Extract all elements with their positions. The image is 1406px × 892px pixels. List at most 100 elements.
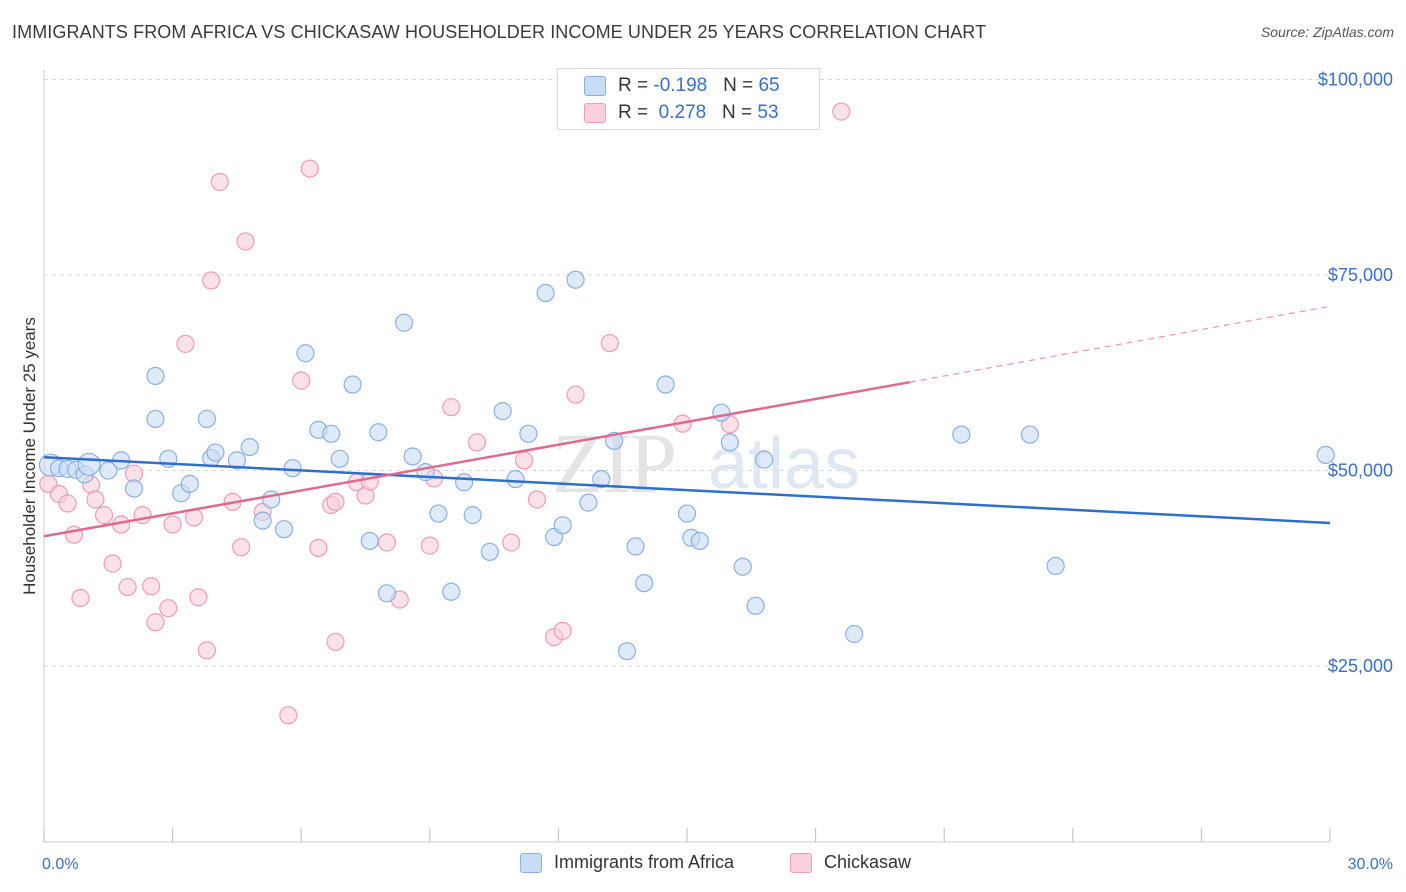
data-point-africa [227, 451, 246, 470]
data-point-africa [720, 433, 739, 452]
data-point-chickasaw [146, 613, 165, 632]
data-point-chickasaw [133, 506, 152, 525]
legend-r-value-africa: -0.198 [653, 75, 708, 96]
data-point-africa [519, 424, 538, 443]
data-point-chickasaw [58, 494, 77, 513]
data-point-africa [755, 450, 774, 469]
data-point-africa [690, 531, 709, 551]
data-point-africa [180, 474, 199, 493]
trendline-africa [43, 456, 1331, 525]
data-point-chickasaw [377, 533, 397, 552]
legend-r-value-chickasaw: 0.278 [653, 102, 707, 123]
data-point-africa [536, 283, 555, 303]
data-point-chickasaw [176, 334, 195, 353]
legend-swatch-chickasaw [584, 103, 606, 123]
data-point-africa [1046, 556, 1065, 576]
data-point-chickasaw [86, 490, 105, 509]
data-point-africa [146, 366, 165, 386]
y-axis-label: Householder Income Under 25 years [20, 317, 39, 595]
data-point-chickasaw [420, 536, 439, 555]
series-chickasaw-points [39, 102, 851, 725]
series-africa-points [38, 270, 1335, 661]
trendlines [43, 305, 1331, 538]
data-point-africa [296, 344, 315, 363]
data-point-africa [493, 402, 512, 421]
data-point-africa [626, 537, 645, 556]
data-point-chickasaw [600, 333, 619, 353]
data-point-africa [429, 504, 448, 523]
data-point-chickasaw [103, 554, 122, 573]
data-point-africa [1020, 425, 1040, 444]
legend-label-chickasaw: Chickasaw [824, 852, 912, 872]
legend-n-value-africa: 65 [758, 75, 780, 96]
gridlines [44, 79, 1338, 667]
chart-title: IMMIGRANTS FROM AFRICA VS CHICKASAW HOUS… [12, 22, 987, 42]
legend-r-label: R = [618, 102, 654, 123]
data-point-africa [845, 624, 864, 644]
legend-r-label: R = [618, 75, 654, 96]
axis-labels: $25,000 $50,000 $75,000 $100,000 0.0% 30.0% Ho… [20, 70, 1393, 873]
legend-item-africa: Immigrants from Africa [520, 852, 734, 873]
data-point-africa [566, 270, 585, 289]
legend-item-chickasaw: Chickasaw [790, 852, 911, 873]
legend-label-africa: Immigrants from Africa [554, 852, 735, 872]
data-point-africa [463, 506, 482, 525]
series-legend: Immigrants from Africa Chickasaw [0, 852, 1406, 878]
data-point-africa [206, 443, 225, 462]
y-tick-label: $25,000 [1328, 656, 1393, 676]
data-point-africa [480, 542, 499, 561]
data-point-africa [635, 574, 654, 593]
data-point-africa [579, 493, 598, 512]
data-point-chickasaw [142, 577, 161, 596]
data-point-chickasaw [232, 538, 251, 557]
legend-swatch-chickasaw [790, 852, 812, 873]
legend-n-label: N = [722, 102, 758, 123]
data-point-chickasaw [118, 577, 137, 597]
data-point-africa [403, 447, 422, 466]
trendline-chickasaw-extrapolated [909, 305, 1331, 383]
data-point-africa [322, 424, 341, 443]
x-tick-label: 0.0% [42, 856, 78, 873]
data-point-africa [553, 516, 572, 535]
data-point-chickasaw [159, 599, 178, 618]
data-point-chickasaw [163, 515, 182, 534]
data-point-chickasaw [502, 533, 521, 552]
data-point-africa [360, 531, 379, 551]
data-point-africa [240, 437, 259, 457]
data-point-chickasaw [832, 102, 851, 121]
data-point-africa [617, 642, 637, 661]
data-point-africa [394, 313, 414, 332]
data-point-chickasaw [527, 490, 547, 509]
data-point-chickasaw [202, 271, 221, 290]
data-point-africa [656, 375, 675, 394]
y-tick-label: $100,000 [1318, 70, 1393, 90]
data-point-chickasaw [360, 472, 379, 491]
correlation-legend: R = -0.198 N = 65 R = 0.278 N = 53 [557, 68, 820, 130]
data-point-africa [592, 470, 611, 489]
data-point-africa [197, 409, 216, 429]
data-point-africa [283, 459, 302, 478]
data-point-chickasaw [189, 588, 208, 607]
data-point-africa [454, 473, 474, 492]
legend-n-value-chickasaw: 53 [757, 102, 779, 123]
data-point-africa [369, 423, 388, 442]
legend-swatch-africa [520, 852, 542, 873]
data-point-africa [746, 596, 765, 615]
data-point-africa [952, 425, 971, 444]
y-tick-label: $50,000 [1328, 461, 1393, 481]
data-point-chickasaw [326, 632, 345, 651]
data-point-chickasaw [236, 232, 255, 251]
legend-swatch-africa [584, 76, 606, 96]
trendline-chickasaw [43, 380, 911, 538]
data-point-africa [99, 461, 118, 480]
data-point-africa [253, 511, 272, 530]
data-point-africa [77, 452, 101, 476]
data-point-africa [712, 403, 731, 422]
x-tick-label: 30.0% [1348, 856, 1393, 873]
data-point-africa [442, 582, 461, 601]
data-point-chickasaw [467, 433, 487, 452]
y-tick-label: $75,000 [1328, 265, 1393, 285]
data-point-africa [733, 557, 752, 576]
data-point-chickasaw [300, 159, 319, 178]
